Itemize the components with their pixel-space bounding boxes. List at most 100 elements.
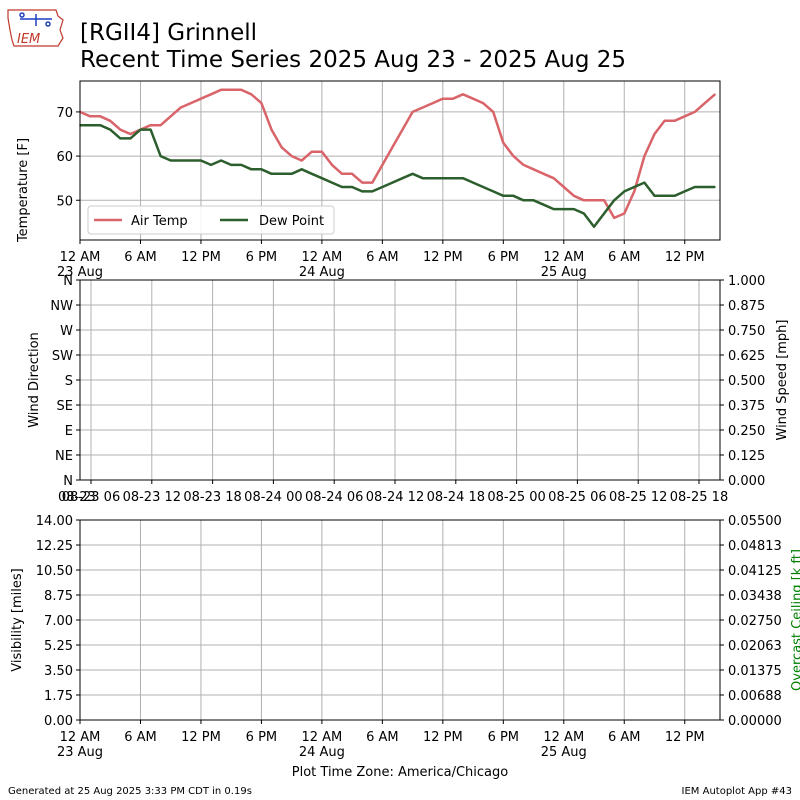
x-tick-label: 08-24 18 [427, 490, 485, 505]
air-temp-point [663, 120, 666, 122]
dew-point-point [149, 128, 152, 131]
wind-direction-ylabel: Wind Direction [27, 332, 42, 428]
ceiling-tick-label: 0.04125 [728, 564, 782, 579]
visibility-tick-label: 14.00 [36, 514, 73, 529]
x-tick-label: 12 PM [665, 730, 705, 745]
x-tick-label: 6 AM [608, 730, 641, 745]
legend-air-temp-label: Air Temp [131, 214, 188, 229]
air-temp-point [210, 93, 212, 96]
air-temp-point [119, 128, 122, 131]
dew-point-point [593, 226, 595, 228]
dew-point-point [653, 195, 656, 197]
page-title: [RGII4] Grinnell [80, 20, 257, 46]
visibility-tick-label: 0.00 [44, 714, 73, 729]
dew-point-point [532, 199, 535, 202]
dew-point-point [351, 186, 353, 188]
air-temp-point [280, 146, 283, 149]
air-temp-point [351, 173, 353, 175]
air-temp-point [452, 97, 454, 100]
dew-point-point [492, 190, 495, 193]
air-temp-point [603, 199, 605, 202]
dew-point-point [200, 159, 202, 162]
dew-point-point [220, 159, 222, 162]
wind-direction-tick-label: SW [52, 349, 73, 364]
air-temp-point [563, 186, 565, 188]
air-temp-point [673, 120, 676, 122]
dew-point-point [462, 177, 464, 179]
air-temp-point [381, 164, 384, 166]
wind-speed-tick-label: 0.000 [728, 474, 765, 489]
x-tick-label: 12 AM [301, 730, 342, 745]
timezone-label: Plot Time Zone: America/Chicago [292, 765, 508, 780]
x-tick-label: 6 PM [488, 250, 519, 265]
x-tick-label: 12 PM [423, 730, 463, 745]
wind-speed-tick-label: 0.250 [728, 424, 765, 439]
x-tick-date-label: 24 Aug [299, 745, 345, 760]
y-tick-label: 70 [56, 106, 73, 121]
x-tick-label: 08-24 12 [366, 490, 424, 505]
air-temp-point [683, 115, 686, 118]
legend-frame [87, 205, 335, 235]
iem-logo[interactable]: IEM [7, 9, 64, 47]
air-temp-point [311, 150, 313, 153]
dew-point-point [280, 173, 283, 175]
air-temp-point [109, 120, 111, 122]
x-tick-label: 08-25 12 [609, 490, 667, 505]
wind-ticks: N 0.000 NE 0.125 E 0.250 SE 0.375 S 0.500 SW 0.625 W… [50, 274, 765, 505]
visibility-tick-label: 3.50 [44, 664, 73, 679]
x-tick-label: 08-23 18 [183, 490, 241, 505]
dew-point-point [432, 177, 434, 179]
x-tick-label: 6 PM [246, 250, 277, 265]
x-tick-label: 08-25 18 [670, 490, 728, 505]
dew-point-point [401, 177, 404, 179]
air-temp-point [341, 173, 343, 175]
air-temp-point [321, 150, 323, 153]
dew-point-point [694, 186, 696, 188]
dew-point-point [613, 199, 615, 202]
x-tick-label: 6 PM [246, 730, 277, 745]
air-temp-point [704, 102, 706, 104]
ceiling-tick-label: 0.03438 [728, 589, 782, 604]
dew-point-point [129, 137, 132, 140]
wind-panel: N 0.000 NE 0.125 E 0.250 SE 0.375 S 0.500 SW 0.625 W… [27, 274, 790, 505]
air-temp-point [200, 97, 202, 100]
x-tick-label: 12 AM [60, 250, 101, 265]
dew-point-point [190, 159, 192, 162]
dew-point-point [180, 159, 182, 162]
visibility-grid [79, 519, 720, 721]
x-tick-label: 12 PM [423, 250, 463, 265]
dew-point-point [603, 212, 605, 215]
air-temp-point [220, 89, 222, 91]
ceiling-tick-label: 0.00000 [728, 714, 782, 729]
dew-point-point [361, 190, 364, 193]
ceiling-ylabel: Overcast Ceiling [k ft] [790, 549, 800, 691]
dew-point-point [663, 195, 666, 197]
dew-point-point [563, 208, 565, 210]
wind-speed-tick-label: 0.500 [728, 374, 765, 389]
air-temp-point [593, 199, 595, 202]
x-tick-label: 08-24 00 [244, 490, 302, 505]
dew-point-point [159, 155, 162, 157]
dew-point-point [522, 199, 525, 202]
air-temp-point [159, 124, 162, 126]
air-temp-point [653, 133, 656, 135]
x-tick-label: 6 AM [124, 250, 157, 265]
temperature-ylabel: Temperature [F] [16, 138, 31, 243]
air-temp-point [442, 97, 444, 100]
visibility-tick-label: 1.75 [44, 689, 73, 704]
air-temp-point [502, 142, 505, 144]
air-temp-point [391, 146, 394, 149]
visibility-tick-label: 8.75 [44, 589, 73, 604]
x-tick-label: 6 PM [488, 730, 519, 745]
air-temp-point [714, 93, 716, 96]
dew-point-point [411, 173, 414, 175]
air-temp-point [300, 159, 303, 162]
temperature-axes-frame [79, 80, 721, 241]
air-temp-point [583, 199, 585, 202]
dew-point-point [704, 186, 706, 188]
weather-symbol-icon [19, 12, 52, 27]
dew-point-point [583, 212, 585, 215]
air-temp-point [260, 102, 263, 104]
